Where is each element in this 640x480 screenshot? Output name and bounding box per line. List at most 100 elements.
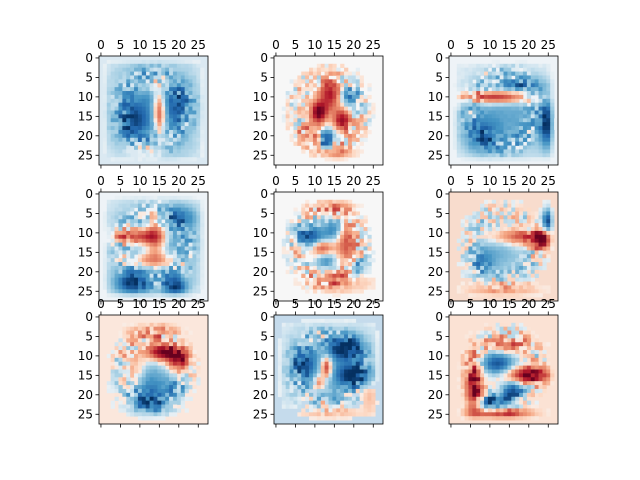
heatmap-cell bbox=[169, 59, 174, 65]
heatmap-cell bbox=[542, 203, 547, 208]
heatmap-cell bbox=[484, 258, 489, 263]
heatmap-cell bbox=[550, 145, 555, 150]
heatmap-cell bbox=[126, 396, 131, 401]
heatmap-cell bbox=[320, 246, 325, 251]
heatmap-cell bbox=[359, 350, 364, 355]
heatmap-cell bbox=[534, 293, 539, 298]
heatmap-cell bbox=[546, 83, 551, 88]
heatmap-cell bbox=[550, 87, 555, 92]
heatmap-cell bbox=[118, 79, 123, 84]
heatmap-cell bbox=[169, 195, 174, 201]
heatmap-cell bbox=[487, 357, 493, 363]
heatmap-cell bbox=[184, 250, 189, 255]
heatmap-cell bbox=[200, 250, 205, 255]
heatmap-cell bbox=[293, 269, 298, 275]
heatmap-cell bbox=[503, 246, 508, 251]
heatmap-cell bbox=[336, 373, 341, 378]
heatmap-cell bbox=[487, 326, 493, 331]
heatmap-cell bbox=[196, 227, 201, 232]
heatmap-cell bbox=[371, 330, 376, 335]
heatmap-cell bbox=[137, 246, 143, 251]
heatmap-cell bbox=[336, 269, 341, 275]
heatmap-cell bbox=[118, 129, 123, 135]
heatmap-cell bbox=[289, 238, 294, 243]
heatmap-cell bbox=[316, 207, 322, 212]
heatmap-cell bbox=[359, 83, 364, 88]
heatmap-cell bbox=[499, 289, 504, 294]
heatmap-cell bbox=[542, 262, 547, 267]
heatmap-cell bbox=[161, 289, 166, 294]
heatmap-cell bbox=[468, 137, 473, 142]
heatmap-cell bbox=[141, 129, 147, 135]
heatmap-cell bbox=[293, 281, 298, 286]
heatmap-cell bbox=[153, 133, 158, 139]
heatmap-cell bbox=[102, 71, 108, 76]
heatmap-cell bbox=[480, 126, 485, 131]
heatmap-cell bbox=[137, 346, 143, 351]
heatmap-cell bbox=[546, 87, 551, 92]
heatmap-cell bbox=[347, 75, 353, 80]
heatmap-cell bbox=[126, 234, 131, 240]
heatmap-cell bbox=[542, 385, 547, 390]
heatmap-cell bbox=[169, 357, 174, 363]
heatmap-cell bbox=[460, 234, 465, 240]
heatmap-cell bbox=[344, 289, 349, 294]
heatmap-cell bbox=[480, 91, 485, 96]
heatmap-cell bbox=[114, 369, 119, 374]
heatmap-cell bbox=[550, 91, 555, 96]
heatmap-cell bbox=[487, 227, 493, 232]
heatmap-cell bbox=[355, 373, 360, 378]
heatmap-cell bbox=[114, 342, 119, 347]
heatmap-cell bbox=[192, 118, 197, 123]
heatmap-cell bbox=[309, 250, 314, 255]
heatmap-cell bbox=[340, 141, 345, 146]
heatmap-cell bbox=[507, 87, 512, 92]
heatmap-cell bbox=[161, 118, 166, 123]
heatmap-cell bbox=[285, 377, 290, 382]
heatmap-cell bbox=[499, 106, 504, 111]
heatmap-cell bbox=[472, 258, 477, 263]
heatmap-cell bbox=[519, 250, 524, 255]
heatmap-cell bbox=[468, 353, 473, 359]
heatmap-cell bbox=[305, 219, 310, 224]
heatmap-cell bbox=[161, 330, 166, 335]
heatmap-cell bbox=[320, 369, 325, 374]
heatmap-cell bbox=[153, 114, 158, 119]
heatmap-cell bbox=[126, 67, 131, 72]
heatmap-cell bbox=[293, 98, 298, 104]
heatmap-cell bbox=[332, 400, 337, 405]
heatmap-cell bbox=[192, 199, 197, 205]
heatmap-cell bbox=[472, 102, 477, 107]
heatmap-cell bbox=[328, 118, 333, 123]
heatmap-cell bbox=[137, 122, 143, 127]
heatmap-cell bbox=[114, 285, 119, 290]
heatmap-cell bbox=[305, 215, 310, 220]
heatmap-cell bbox=[499, 126, 504, 131]
heatmap-cell bbox=[480, 361, 485, 366]
heatmap-cell bbox=[468, 281, 473, 286]
heatmap-cell bbox=[145, 416, 150, 421]
heatmap-cell bbox=[106, 265, 112, 271]
heatmap-cell bbox=[503, 87, 508, 92]
heatmap-cell bbox=[507, 199, 512, 205]
heatmap-cell bbox=[161, 353, 166, 359]
heatmap-cell bbox=[367, 106, 372, 111]
heatmap-cell bbox=[102, 83, 108, 88]
heatmap-cell bbox=[320, 207, 325, 212]
y-tick-label: 20 bbox=[253, 265, 268, 279]
heatmap-cell bbox=[351, 207, 357, 212]
heatmap-cell bbox=[526, 326, 532, 331]
heatmap-cell bbox=[499, 381, 504, 386]
heatmap-cell bbox=[188, 365, 193, 370]
heatmap-cell bbox=[169, 293, 174, 298]
heatmap-cell bbox=[297, 79, 302, 84]
heatmap-cell bbox=[176, 199, 182, 205]
heatmap-cell bbox=[196, 215, 201, 220]
heatmap-cell bbox=[114, 392, 119, 398]
heatmap-cell bbox=[184, 408, 189, 413]
heatmap-cell bbox=[309, 285, 314, 290]
heatmap-cell bbox=[495, 118, 500, 123]
heatmap-cell bbox=[359, 330, 364, 335]
heatmap-cell bbox=[176, 269, 182, 275]
heatmap-cell bbox=[110, 234, 115, 240]
